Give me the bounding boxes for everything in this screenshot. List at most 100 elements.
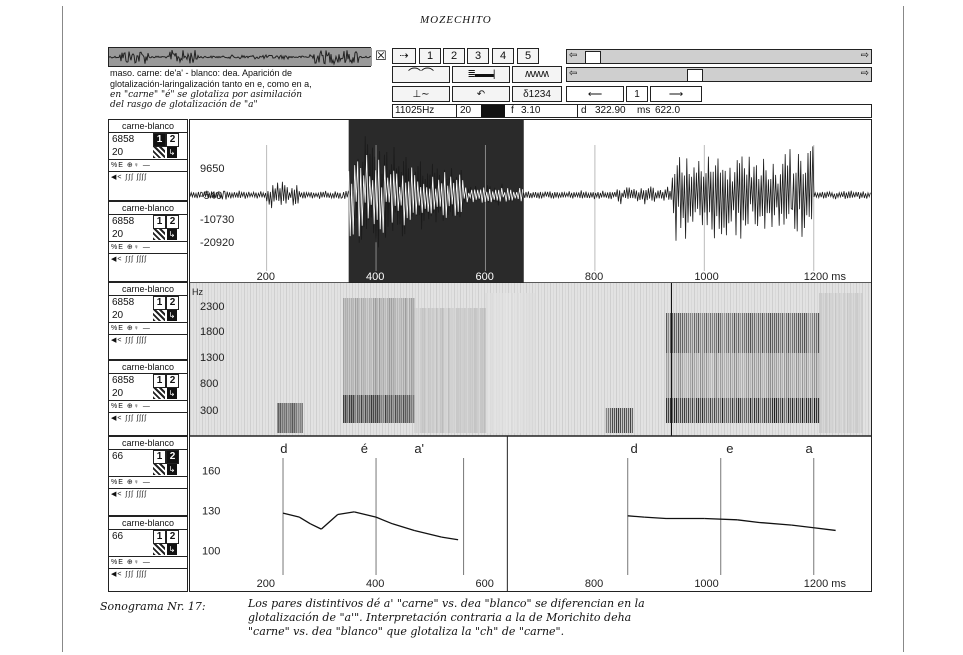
- channel-1-button[interactable]: 1: [153, 215, 166, 229]
- channel-1-button[interactable]: 1: [153, 133, 166, 147]
- view-4-button[interactable]: 4: [492, 48, 514, 64]
- waveform-overview[interactable]: [108, 47, 372, 67]
- channel-name[interactable]: carne-blanco: [109, 437, 187, 450]
- channel-name[interactable]: carne-blanco: [109, 361, 187, 374]
- channel-2-button[interactable]: 2: [166, 296, 179, 310]
- pitch-tool-button[interactable]: ⊥∼: [392, 86, 450, 102]
- back-button[interactable]: ⟵: [566, 86, 624, 102]
- forward-button[interactable]: ⟶: [650, 86, 702, 102]
- channel-1-button[interactable]: 1: [153, 530, 166, 544]
- spectrogram-column: [764, 353, 766, 398]
- spectrogram-column: [738, 353, 740, 398]
- pattern-icon[interactable]: [153, 544, 165, 555]
- spectrogram-column: [349, 298, 351, 395]
- channel-tools-2[interactable]: ◀< ∫∫ʃ ʃʃʃʃ: [109, 568, 187, 580]
- hook-icon[interactable]: ↳: [167, 229, 177, 240]
- spectrogram-column: [782, 313, 784, 353]
- top-scrollbar[interactable]: ⇦ ⇨: [566, 49, 872, 64]
- channel-tools[interactable]: %E ⊕♀ —: [109, 556, 187, 568]
- curve-tool-button[interactable]: ⌒⌒: [392, 66, 450, 83]
- pitch-segment: [758, 521, 792, 526]
- channel-name[interactable]: carne-blanco: [109, 120, 187, 133]
- channel-tools[interactable]: %E ⊕♀ —: [109, 159, 187, 171]
- pattern-icon[interactable]: [153, 464, 165, 475]
- hook-icon[interactable]: ↳: [167, 388, 177, 399]
- pitch-segment: [299, 516, 311, 525]
- spectrogram-column: [816, 353, 818, 398]
- hook-icon[interactable]: ↳: [167, 310, 177, 321]
- view-1-button[interactable]: 1: [419, 48, 441, 64]
- pattern-icon[interactable]: [153, 388, 165, 399]
- scroll-thumb[interactable]: [585, 51, 601, 64]
- channel-2-button[interactable]: 2: [166, 530, 179, 544]
- spectrogram-column: [389, 395, 391, 423]
- channel-2-button[interactable]: 2: [166, 374, 179, 388]
- second-scrollbar[interactable]: ⇦ ⇨: [566, 67, 872, 82]
- spectrogram-column: [778, 398, 780, 423]
- channel-control[interactable]: carne-blanco 6858 1 2 20 ↳ %E ⊕♀ — ◀< ∫∫ʃ ʃʃʃʃ: [108, 360, 188, 436]
- channel-control[interactable]: carne-blanco 6858 1 2 20 ↳ %E ⊕♀ — ◀< ∫∫ʃ ʃʃʃʃ: [108, 119, 188, 201]
- spectrogram-column: [849, 293, 851, 433]
- channel-control[interactable]: carne-blanco 66 1 2 ↳ %E ⊕♀ — ◀< ∫∫ʃ ʃʃʃʃ: [108, 516, 188, 592]
- digit-tool-button[interactable]: δ1234: [512, 86, 562, 102]
- channel-control[interactable]: carne-blanco 6858 1 2 20 ↳ %E ⊕♀ — ◀< ∫∫ʃ ʃʃʃʃ: [108, 201, 188, 282]
- pattern-icon[interactable]: [153, 310, 165, 321]
- spectrogram-column: [297, 403, 299, 433]
- channel-tools[interactable]: %E ⊕♀ —: [109, 322, 187, 334]
- channel-tools[interactable]: %E ⊕♀ —: [109, 241, 187, 253]
- undo-button[interactable]: ↶: [452, 86, 510, 102]
- view-3-button[interactable]: 3: [467, 48, 489, 64]
- zoom-slider[interactable]: [481, 105, 505, 117]
- spectrogram-column: [768, 353, 770, 398]
- channel-control[interactable]: carne-blanco 66 1 2 ↳ %E ⊕♀ — ◀< ∫∫ʃ ʃʃʃʃ: [108, 436, 188, 516]
- spectrogram-column: [674, 353, 676, 398]
- hook-icon[interactable]: ↳: [167, 147, 177, 158]
- wave-tool-button[interactable]: ʍʍʍ: [512, 66, 562, 83]
- spectrogram-column: [674, 313, 676, 353]
- channel-name[interactable]: carne-blanco: [109, 517, 187, 530]
- spectrogram-column: [802, 398, 804, 423]
- channel-tools-2[interactable]: ◀< ∫∫ʃ ʃʃʃʃ: [109, 488, 187, 500]
- bars-tool-button[interactable]: ≣▬▬|: [452, 66, 510, 83]
- pattern-icon[interactable]: [153, 229, 165, 240]
- scroll-thumb[interactable]: [687, 69, 703, 82]
- spectrogram-column: [676, 398, 678, 423]
- channel-name[interactable]: carne-blanco: [109, 202, 187, 215]
- channel-2-button[interactable]: 2: [166, 215, 179, 229]
- channel-1-button[interactable]: 1: [153, 374, 166, 388]
- spectrogram-column: [375, 395, 377, 423]
- channel-1-button[interactable]: 1: [153, 450, 166, 464]
- channel-1-button[interactable]: 1: [153, 296, 166, 310]
- view-2-button[interactable]: 2: [443, 48, 465, 64]
- analysis-display[interactable]: 200 400 600 800 1000 1200 ms 9650 -540 -10730 -20…: [190, 120, 871, 591]
- channel-tools-2[interactable]: ◀< ∫∫ʃ ʃʃʃʃ: [109, 171, 187, 183]
- view-5-button[interactable]: 5: [517, 48, 539, 64]
- arrow-button[interactable]: ⇢: [392, 48, 416, 64]
- channel-tools[interactable]: %E ⊕♀ —: [109, 476, 187, 488]
- channel-tools-2[interactable]: ◀< ∫∫ʃ ʃʃʃʃ: [109, 334, 187, 346]
- spectrogram-column: [472, 308, 474, 433]
- spectrogram-column: [487, 293, 489, 433]
- hook-icon[interactable]: ↳: [167, 544, 177, 555]
- spectrogram-column: [409, 395, 411, 423]
- spectrogram-column: [407, 298, 409, 395]
- channel-tools-2[interactable]: ◀< ∫∫ʃ ʃʃʃʃ: [109, 253, 187, 265]
- spectrogram-column: [289, 403, 291, 433]
- channel-2-button[interactable]: 2: [166, 133, 179, 147]
- channel-name[interactable]: carne-blanco: [109, 283, 187, 296]
- spectrogram-column: [414, 308, 416, 433]
- channel-control[interactable]: carne-blanco 6858 1 2 20 ↳ %E ⊕♀ — ◀< ∫∫ʃ ʃʃʃʃ: [108, 282, 188, 360]
- channel-tools[interactable]: %E ⊕♀ —: [109, 400, 187, 412]
- spectrogram-column: [792, 313, 794, 353]
- step-field[interactable]: 1: [626, 86, 648, 102]
- pattern-icon[interactable]: [153, 147, 165, 158]
- waveform-x-tick: 200: [257, 271, 275, 283]
- zoom-field[interactable]: 20: [456, 105, 490, 117]
- ms-label: ms: [637, 105, 651, 116]
- hook-icon[interactable]: ↳: [167, 464, 177, 475]
- channel-tools-2[interactable]: ◀< ∫∫ʃ ʃʃʃʃ: [109, 412, 187, 424]
- spectrogram-column: [523, 293, 525, 433]
- close-overview-button[interactable]: ☒: [375, 48, 387, 63]
- channel-2-button[interactable]: 2: [166, 450, 179, 464]
- description-line: del rasgo de glotalización de "a": [110, 100, 258, 110]
